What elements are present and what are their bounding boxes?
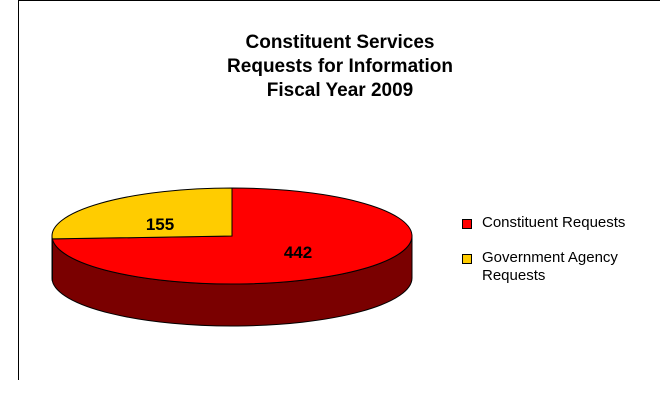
legend-label-government: Government Agency Requests [482, 249, 618, 284]
legend-item-constituent: Constituent Requests [462, 214, 632, 232]
legend-item-government: Government Agency Requests [462, 249, 632, 285]
legend-swatch-constituent [462, 219, 472, 229]
chart-title: Constituent Services Requests for Inform… [0, 31, 660, 103]
pie-data-label-1: 155 [146, 215, 174, 234]
chart-title-line-3: Fiscal Year 2009 [266, 80, 414, 101]
legend-label-constituent: Constituent Requests [482, 214, 626, 231]
pie-slice-1 [51, 187, 233, 240]
legend-swatch-government [462, 254, 472, 264]
legend: Constituent Requests Government Agency R… [462, 214, 632, 285]
chart-area [18, 0, 660, 380]
pie-data-label-0: 442 [284, 243, 312, 262]
chart-title-line-2: Requests for Information [227, 56, 453, 77]
chart-title-line-1: Constituent Services [245, 32, 435, 53]
